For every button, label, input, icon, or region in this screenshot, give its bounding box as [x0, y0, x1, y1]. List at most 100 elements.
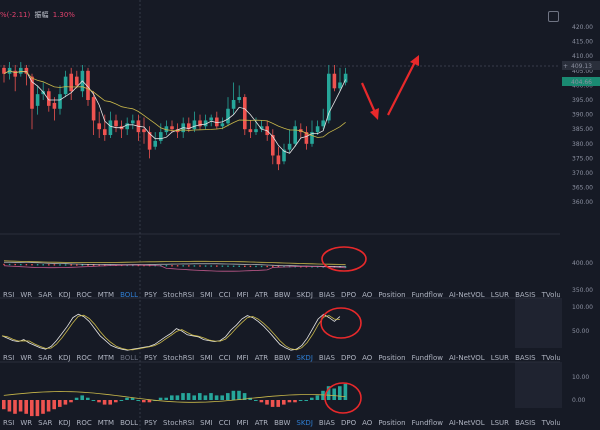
macd-histogram-bar [24, 400, 28, 414]
tab-smi[interactable]: SMI [200, 354, 213, 362]
tab-dpo[interactable]: DPO [341, 291, 357, 299]
tab-mfi[interactable]: MFI [236, 419, 249, 427]
fullscreen-icon[interactable] [548, 11, 559, 22]
tab-boll[interactable]: BOLL [120, 419, 139, 427]
macd-histogram-bar [7, 400, 12, 412]
tab-ai-netvol[interactable]: AI-NetVOL [448, 354, 485, 362]
tab-lsur[interactable]: LSUR [490, 291, 510, 299]
tab-cci[interactable]: CCI [218, 419, 231, 427]
tab-psy[interactable]: PSY [144, 291, 158, 299]
tab-ao[interactable]: AO [362, 291, 373, 299]
tab-boll[interactable]: BOLL [120, 354, 139, 362]
candle-body [41, 91, 45, 95]
macd-tick: 10.00 [572, 374, 589, 381]
tab-psy[interactable]: PSY [144, 354, 158, 362]
macd-histogram-bar [142, 400, 146, 403]
tab-basis[interactable]: BASIS [515, 354, 536, 362]
tab-sar[interactable]: SAR [38, 354, 53, 362]
tab-skdj[interactable]: SKDJ [296, 354, 313, 362]
tab-wr[interactable]: WR [20, 354, 33, 362]
candle-body [332, 73, 337, 89]
tab-smi[interactable]: SMI [200, 419, 213, 427]
tab-roc[interactable]: ROC [76, 291, 92, 299]
candle-body [13, 70, 17, 77]
tab-fundflow[interactable]: Fundflow [411, 291, 443, 299]
tab-ao[interactable]: AO [362, 354, 373, 362]
tab-bias[interactable]: BIAS [318, 419, 335, 427]
kdj-highlight [515, 298, 562, 348]
tab-wr[interactable]: WR [20, 291, 33, 299]
candle-body [91, 97, 96, 121]
tab-lsur[interactable]: LSUR [490, 419, 510, 427]
tab-tvolume[interactable]: TVolume [541, 419, 560, 427]
price-tick: 390.00 [572, 112, 593, 119]
tab-atr[interactable]: ATR [254, 291, 269, 299]
tab-boll[interactable]: BOLL [120, 291, 139, 299]
tab-bias[interactable]: BIAS [318, 291, 335, 299]
macd-histogram-bar [326, 386, 331, 400]
macd-histogram-bar [254, 400, 258, 401]
tab-bbw[interactable]: BBW [274, 419, 291, 427]
tab-atr[interactable]: ATR [254, 354, 269, 362]
tab-dpo[interactable]: DPO [341, 354, 357, 362]
tab-mfi[interactable]: MFI [236, 354, 249, 362]
tab-atr[interactable]: ATR [254, 419, 269, 427]
macd-histogram-bar [298, 400, 303, 401]
tab-basis[interactable]: BASIS [515, 419, 536, 427]
tab-kdj[interactable]: KDJ [58, 354, 71, 362]
tab-mfi[interactable]: MFI [236, 291, 249, 299]
candle-body [293, 126, 297, 144]
candle-body [282, 149, 286, 162]
tab-sar[interactable]: SAR [38, 419, 53, 427]
tab-stochrsi[interactable]: StochRSI [163, 419, 195, 427]
candle-body [47, 91, 51, 106]
tab-position[interactable]: Position [378, 354, 406, 362]
tab-sar[interactable]: SAR [38, 291, 53, 299]
tab-ai-netvol[interactable]: AI-NetVOL [448, 419, 485, 427]
candle-body [30, 76, 34, 109]
tab-basis[interactable]: BASIS [515, 291, 536, 299]
tab-mtm[interactable]: MTM [97, 354, 115, 362]
tab-cci[interactable]: CCI [218, 291, 231, 299]
tab-psy[interactable]: PSY [144, 419, 158, 427]
indicator-tabs-row-2: RSI WR SAR KDJ ROC MTM BOLL PSY StochRSI SMI CCI MF… [0, 353, 560, 364]
tab-smi[interactable]: SMI [200, 291, 213, 299]
tab-kdj[interactable]: KDJ [58, 419, 71, 427]
tab-roc[interactable]: ROC [76, 419, 92, 427]
tab-tvolume[interactable]: TVolume [541, 354, 560, 362]
macd-tick: 0.00 [572, 397, 586, 404]
tab-bias[interactable]: BIAS [318, 354, 335, 362]
tab-mtm[interactable]: MTM [97, 419, 115, 427]
tab-skdj[interactable]: SKDJ [296, 419, 313, 427]
tab-rsi[interactable]: RSI [3, 291, 15, 299]
tab-bbw[interactable]: BBW [274, 291, 291, 299]
tab-lsur[interactable]: LSUR [490, 354, 510, 362]
tab-stochrsi[interactable]: StochRSI [163, 354, 195, 362]
macd-histogram-bar [97, 400, 101, 403]
tab-bbw[interactable]: BBW [274, 354, 291, 362]
tab-fundflow[interactable]: Fundflow [411, 419, 443, 427]
candle-body [343, 73, 348, 83]
tab-rsi[interactable]: RSI [3, 354, 15, 362]
tab-kdj[interactable]: KDJ [58, 291, 71, 299]
tab-roc[interactable]: ROC [76, 354, 92, 362]
candle-body [52, 102, 57, 109]
candle-body [170, 126, 174, 130]
tab-dpo[interactable]: DPO [341, 419, 357, 427]
tab-fundflow[interactable]: Fundflow [411, 354, 443, 362]
tab-ai-netvol[interactable]: AI-NetVOL [448, 291, 485, 299]
tab-position[interactable]: Position [378, 419, 406, 427]
tab-stochrsi[interactable]: StochRSI [163, 291, 195, 299]
tab-cci[interactable]: CCI [218, 354, 231, 362]
tab-wr[interactable]: WR [20, 419, 33, 427]
tab-mtm[interactable]: MTM [97, 291, 115, 299]
tab-rsi[interactable]: RSI [3, 419, 15, 427]
macd-histogram-bar [170, 395, 174, 400]
tab-skdj[interactable]: SKDJ [296, 291, 313, 299]
tab-ao[interactable]: AO [362, 419, 373, 427]
tab-position[interactable]: Position [378, 291, 406, 299]
candle-body [131, 120, 135, 124]
macd-histogram-bar [13, 400, 17, 414]
tab-tvolume[interactable]: TVolume [541, 291, 560, 299]
